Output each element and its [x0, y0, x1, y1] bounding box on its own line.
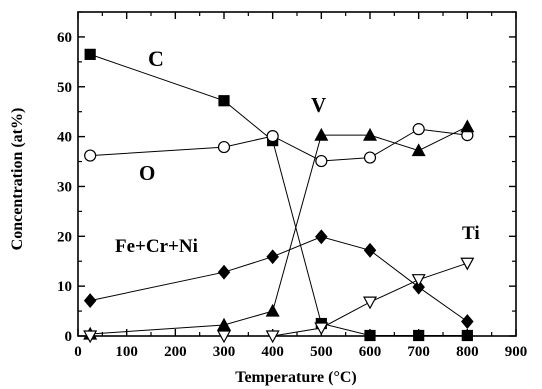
y-tick-label: 30 — [57, 179, 72, 195]
series-label-o: O — [139, 161, 155, 185]
series-o-data-point — [217, 140, 231, 154]
series-o-data-point — [315, 154, 328, 168]
series-c-data-point — [413, 329, 425, 342]
y-tick-label: 50 — [57, 80, 72, 96]
series-ti-data-point — [411, 274, 426, 287]
series-v-data-point — [314, 127, 329, 141]
series-ti-data-point — [83, 330, 98, 344]
series-c-data-point — [461, 329, 473, 342]
series-c-data-point — [218, 95, 230, 107]
x-axis-title: Temperature (°C) — [235, 369, 356, 386]
x-tick-label: 800 — [456, 344, 479, 360]
series-label-ti: Ti — [462, 223, 480, 244]
y-tick-label: 20 — [57, 229, 72, 245]
series-o-data-point — [363, 151, 377, 164]
series-fe-cr-ni-data-point — [363, 242, 377, 258]
series-ti-data-point — [314, 322, 329, 336]
x-tick-label: 100 — [115, 344, 138, 360]
x-axis-ticks: 0 100 200 300 400 500 600 700 800 900 — [74, 12, 527, 360]
y-tick-label: 60 — [57, 30, 72, 46]
series-o-line — [90, 128, 468, 162]
series-v-data-point — [460, 119, 475, 133]
series-c-data-point — [84, 48, 96, 60]
x-tick-label: 300 — [213, 344, 236, 360]
series-c-data-point — [364, 329, 376, 342]
x-tick-label: 500 — [310, 344, 333, 360]
series-o-data-point — [84, 149, 97, 162]
series-v-data-point — [362, 127, 378, 141]
x-tick-label: 900 — [505, 344, 528, 360]
series-o-data-point — [266, 130, 279, 143]
series-v-data-point — [265, 303, 280, 317]
y-axis-title: Concentration (at%) — [9, 108, 26, 251]
series-lines — [90, 53, 468, 337]
series-c-line — [90, 53, 468, 336]
y-tick-label: 10 — [57, 279, 72, 295]
series-fe-cr-ni-data-point — [217, 264, 231, 280]
series-ti-line — [90, 262, 468, 337]
series-ti-data-point — [460, 257, 475, 271]
series-markers — [83, 48, 475, 344]
series-fe-cr-ni-data-point — [412, 279, 425, 295]
series-v-line — [90, 126, 468, 335]
y-tick-label: 40 — [57, 130, 72, 146]
series-v-data-point — [411, 143, 426, 157]
x-tick-label: 400 — [261, 344, 284, 360]
y-axis-ticks: 0 10 20 30 40 50 60 — [57, 11, 516, 345]
series-label-v: V — [311, 93, 326, 117]
x-tick-label: 600 — [359, 344, 382, 360]
series-v-data-point — [216, 317, 232, 331]
series-ti-data-point — [362, 296, 378, 310]
series-fe-cr-ni-data-point — [461, 314, 474, 329]
y-tick-label: 0 — [65, 329, 73, 345]
x-tick-label: 700 — [407, 344, 430, 360]
series-ti-data-point — [265, 330, 280, 344]
series-label-c: C — [148, 46, 164, 71]
series-fe-cr-ni-data-point — [315, 229, 328, 245]
series-fe-cr-ni-data-point — [266, 249, 279, 265]
series-o-data-point — [412, 123, 425, 136]
series-fe-cr-ni-data-point — [83, 293, 97, 309]
x-tick-label: 0 — [74, 344, 82, 360]
x-tick-label: 200 — [164, 344, 187, 360]
series-ti-data-point — [216, 330, 232, 344]
series-label-fe-cr-ni: Fe+Cr+Ni — [115, 236, 198, 257]
